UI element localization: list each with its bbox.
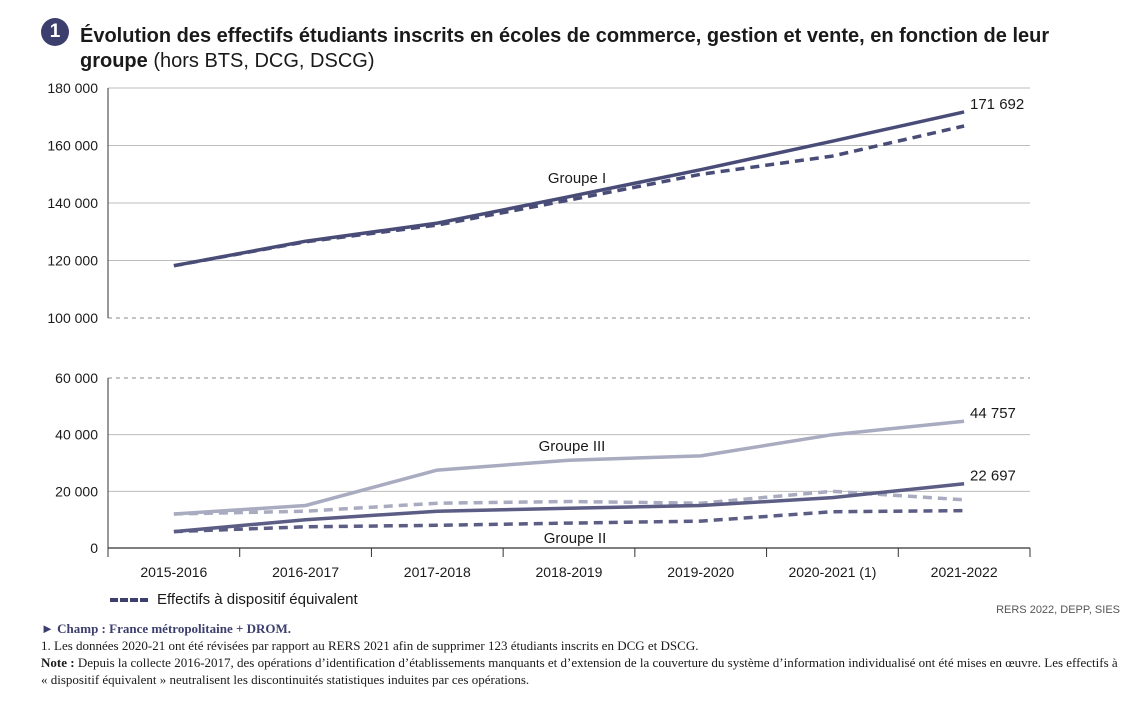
series-label: Groupe I xyxy=(548,170,606,187)
chart-legend: Effectifs à dispositif équivalent xyxy=(110,591,358,608)
end-value-label: 44 757 xyxy=(970,405,1016,422)
series-line-4 xyxy=(173,489,965,516)
footnote-1-number: 1. xyxy=(41,638,51,653)
chart-title-subtitle: (hors BTS, DCG, DSCG) xyxy=(153,50,375,72)
y-tick-label: 120 000 xyxy=(47,253,98,269)
y-tick-label: 60 000 xyxy=(55,370,98,386)
x-tick-label: 2020-2021 (1) xyxy=(788,564,876,580)
series-line-3 xyxy=(173,419,965,516)
x-tick-label: 2021-2022 xyxy=(931,564,998,580)
source-credit: RERS 2022, DEPP, SIES xyxy=(996,604,1120,616)
footnotes: ► Champ : France métropolitaine + DROM. … xyxy=(41,620,1121,688)
note-label: Note : xyxy=(41,655,75,670)
line-chart: 100 000 120 000 140 000 160 000 180 000 0 20 0… xyxy=(47,80,1031,580)
y-tick-label: 160 000 xyxy=(47,138,98,154)
y-tick-label: 0 xyxy=(90,540,98,556)
y-tick-label: 40 000 xyxy=(55,427,98,443)
series-label: Groupe II xyxy=(544,530,607,547)
x-tick-label: 2016-2017 xyxy=(272,564,339,580)
legend-dashed-swatch xyxy=(110,597,148,602)
note-paragraph: Note : Depuis la collecte 2016-2017, des… xyxy=(41,654,1121,688)
figure-number-badge: 1 xyxy=(41,18,69,46)
series-line-5 xyxy=(173,481,965,534)
y-tick-label: 140 000 xyxy=(47,195,98,211)
series-line-6 xyxy=(173,508,965,534)
legend-label: Effectifs à dispositif équivalent xyxy=(157,591,358,608)
chart-title-main: Évolution des effectifs étudiants inscri… xyxy=(80,25,1050,72)
end-value-label: 22 697 xyxy=(970,468,1016,485)
chart-title: Évolution des effectifs étudiants inscri… xyxy=(80,24,1080,74)
y-tick-label: 180 000 xyxy=(47,80,98,96)
note-text: Depuis la collecte 2016-2017, des opérat… xyxy=(41,655,1118,687)
x-tick-label: 2019-2020 xyxy=(667,564,734,580)
champ-note: ► Champ : France métropolitaine + DROM. xyxy=(41,621,292,636)
x-tick-label: 2015-2016 xyxy=(140,564,207,580)
y-tick-label: 20 000 xyxy=(55,483,98,499)
series-line-1 xyxy=(173,110,965,268)
x-tick-label: 2018-2019 xyxy=(536,564,603,580)
footnote-1-text: Les données 2020-21 ont été révisées par… xyxy=(54,638,699,653)
end-value-label: 171 692 xyxy=(970,96,1024,113)
footnote-1: 1. Les données 2020-21 ont été révisées … xyxy=(41,637,1121,654)
x-tick-label: 2017-2018 xyxy=(404,564,471,580)
series-line-2 xyxy=(173,124,965,268)
y-tick-label: 100 000 xyxy=(47,310,98,326)
series-label: Groupe III xyxy=(539,438,606,455)
